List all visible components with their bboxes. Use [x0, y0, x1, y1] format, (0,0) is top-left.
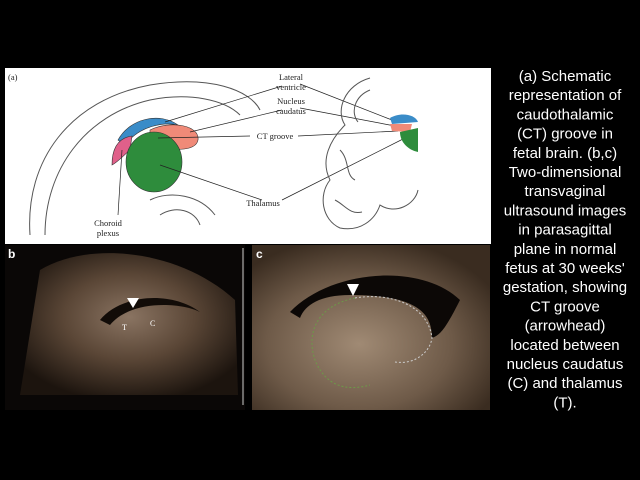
- coronal-outline: [322, 77, 419, 230]
- caption-line: Two-dimensional: [509, 164, 622, 181]
- caption-line: (T).: [553, 394, 576, 411]
- panel-a-tag: (a): [8, 72, 18, 82]
- caption-line: (a) Schematic: [519, 68, 612, 85]
- label-choroid-plexus: Choroid: [94, 218, 123, 228]
- leader-line: [164, 85, 283, 123]
- caption-line: plane in normal: [514, 241, 617, 258]
- panel-a-bg: [5, 68, 491, 244]
- mark-t: T: [122, 323, 127, 332]
- ultrasound-b: [20, 253, 238, 395]
- caption-line: representation of: [509, 87, 622, 104]
- caption-line: fetal brain. (b,c): [513, 145, 617, 162]
- panel-c-bg: [252, 245, 490, 410]
- caption-line: transvaginal: [525, 183, 606, 200]
- caption-line: (CT) groove in: [517, 126, 613, 143]
- coronal-caudatus: [390, 124, 412, 132]
- brainstem: [149, 194, 216, 226]
- caption-line: (arrowhead): [525, 318, 606, 335]
- label-nucleus-caudatus: caudatus: [276, 106, 306, 116]
- caption-line: located between: [510, 337, 619, 354]
- brain-outline-inner: [44, 96, 241, 236]
- mark-c: C: [150, 319, 155, 328]
- panel-b: b T C: [5, 245, 245, 410]
- caption-line: gestation, showing: [503, 279, 627, 296]
- coronal-ventricle: [390, 114, 418, 124]
- label-ct-groove: CT groove: [257, 131, 294, 141]
- panel-b-tag: b: [8, 247, 15, 261]
- caption-line: CT groove: [530, 298, 600, 315]
- panel-c: c: [252, 245, 490, 410]
- caudatus-outline: [354, 296, 433, 363]
- panel-c-tag: c: [256, 247, 263, 261]
- label-choroid-plexus: plexus: [97, 228, 119, 238]
- leader-line: [157, 135, 251, 139]
- label-lateral-ventricle: Lateral: [279, 72, 304, 82]
- caption-line: ultrasound images: [504, 202, 627, 219]
- caption-line: nucleus caudatus: [507, 356, 624, 373]
- arrowhead: [127, 298, 139, 308]
- thalamus: [125, 131, 183, 193]
- leader-line: [159, 164, 263, 201]
- caption-line: (C) and thalamus: [507, 375, 622, 392]
- coronal-gyri: [334, 89, 371, 214]
- leader-line: [299, 83, 393, 121]
- label-lateral-ventricle: ventricle: [276, 82, 306, 92]
- leader-line: [281, 137, 406, 201]
- caption: (a) Schematic representation of caudothala…: [503, 68, 627, 411]
- leader-line: [299, 107, 396, 127]
- caption-line: fetus at 30 weeks': [505, 260, 625, 277]
- caption-line: caudothalamic: [517, 106, 614, 123]
- coronal-thalamus: [400, 128, 418, 152]
- arrowhead: [347, 284, 359, 296]
- leader-line: [117, 149, 123, 216]
- leader-line: [297, 130, 399, 137]
- caption-line: in parasagittal: [518, 222, 611, 239]
- brain-outline: [29, 81, 261, 236]
- ventricle-c: [290, 275, 460, 338]
- ventricle-b: [100, 298, 200, 325]
- panel-a: (a) Lateral ventricle Nucleus caudatus C…: [5, 68, 491, 244]
- thalamus-outline: [311, 297, 371, 389]
- label-nucleus-caudatus: Nucleus: [277, 96, 305, 106]
- label-thalamus: Thalamus: [246, 198, 280, 208]
- leader-line: [189, 109, 283, 133]
